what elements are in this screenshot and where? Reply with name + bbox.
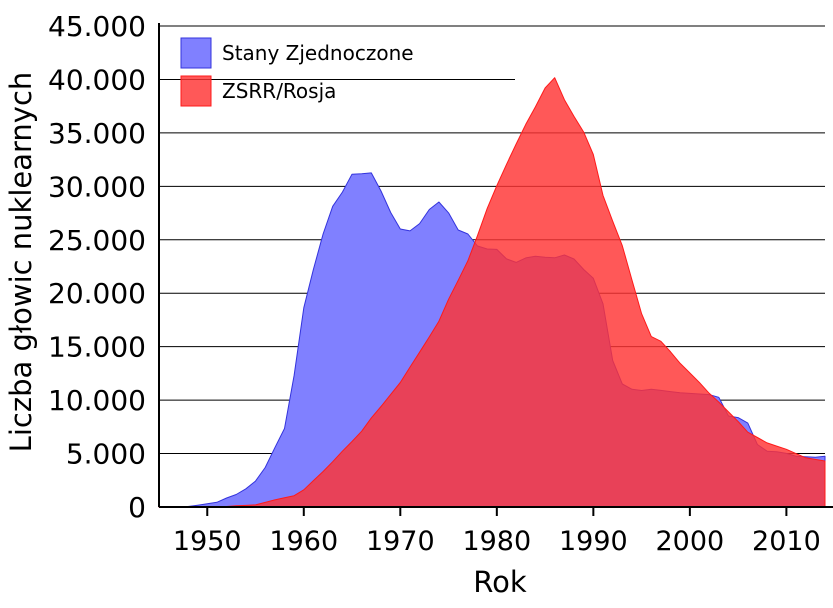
y-tick-label: 20.000 xyxy=(48,277,146,310)
x-tick-label: 1950 xyxy=(173,526,242,557)
series-area-ussr-russia xyxy=(158,77,826,508)
legend: Stany Zjednoczone ZSRR/Rosja xyxy=(180,37,414,107)
y-tick-label: 35.000 xyxy=(48,117,146,150)
x-tick-label: 1960 xyxy=(269,526,338,557)
y-axis-title: Liczba głowic nuklearnych xyxy=(4,72,38,453)
y-tick-label: 15.000 xyxy=(48,331,146,364)
y-tick-label: 5.000 xyxy=(66,438,146,471)
x-tick-label: 1970 xyxy=(366,526,435,557)
y-tick-label: 30.000 xyxy=(48,170,146,203)
x-axis-title: Rok xyxy=(473,565,527,599)
y-tick-label: 0 xyxy=(128,491,146,524)
legend-label-usa: Stany Zjednoczone xyxy=(222,41,414,65)
legend-swatch-ussr-russia xyxy=(180,75,212,107)
legend-label-ussr-russia: ZSRR/Rosja xyxy=(222,79,336,103)
y-tick-label: 40.000 xyxy=(48,63,146,96)
x-tick-label: 1990 xyxy=(559,526,628,557)
x-axis-ticks: 1950 1960 1970 1980 1990 2000 2010 xyxy=(173,507,821,557)
legend-swatch-usa xyxy=(180,37,212,69)
x-tick-label: 1980 xyxy=(462,526,531,557)
y-tick-label: 25.000 xyxy=(48,224,146,257)
x-tick-label: 2010 xyxy=(752,526,821,557)
series-areas xyxy=(158,77,826,508)
y-tick-label: 10.000 xyxy=(48,384,146,417)
y-axis-ticks: 0 5.000 10.000 15.000 20.000 25.000 30.000 35.0… xyxy=(48,10,146,524)
x-tick-label: 2000 xyxy=(656,526,725,557)
y-tick-label: 45.000 xyxy=(48,10,146,43)
